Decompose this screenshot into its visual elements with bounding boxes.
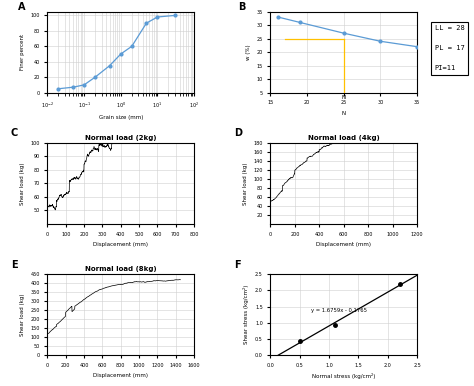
Title: Normal load (8kg): Normal load (8kg) xyxy=(85,266,156,272)
Title: Normal load (2kg): Normal load (2kg) xyxy=(85,135,156,141)
Text: E: E xyxy=(11,260,18,269)
X-axis label: N: N xyxy=(342,111,346,116)
Y-axis label: Finer percent: Finer percent xyxy=(20,34,25,70)
Y-axis label: Shear load (kg): Shear load (kg) xyxy=(20,293,25,336)
Y-axis label: Shear load (kg): Shear load (kg) xyxy=(243,162,248,205)
Text: y = 1.6759x - 0.1765: y = 1.6759x - 0.1765 xyxy=(311,308,367,313)
Text: C: C xyxy=(11,129,18,138)
Title: Normal load (4kg): Normal load (4kg) xyxy=(308,135,380,141)
Y-axis label: Shear stress (kg/cm²): Shear stress (kg/cm²) xyxy=(244,285,249,344)
Text: B: B xyxy=(238,2,246,12)
Text: A: A xyxy=(18,2,26,12)
Y-axis label: w (%): w (%) xyxy=(246,44,251,60)
X-axis label: Displacement (mm): Displacement (mm) xyxy=(316,242,371,247)
X-axis label: Displacement (mm): Displacement (mm) xyxy=(93,373,148,378)
Text: D: D xyxy=(234,129,242,138)
X-axis label: Displacement (mm): Displacement (mm) xyxy=(93,242,148,247)
X-axis label: Normal stress (kg/cm²): Normal stress (kg/cm²) xyxy=(312,373,375,379)
Text: LL = 28

PL = 17

PI=11: LL = 28 PL = 17 PI=11 xyxy=(435,25,465,71)
X-axis label: Grain size (mm): Grain size (mm) xyxy=(99,115,143,120)
Y-axis label: Shear load (kg): Shear load (kg) xyxy=(20,162,25,205)
Text: N: N xyxy=(342,95,346,100)
Text: F: F xyxy=(234,260,240,269)
